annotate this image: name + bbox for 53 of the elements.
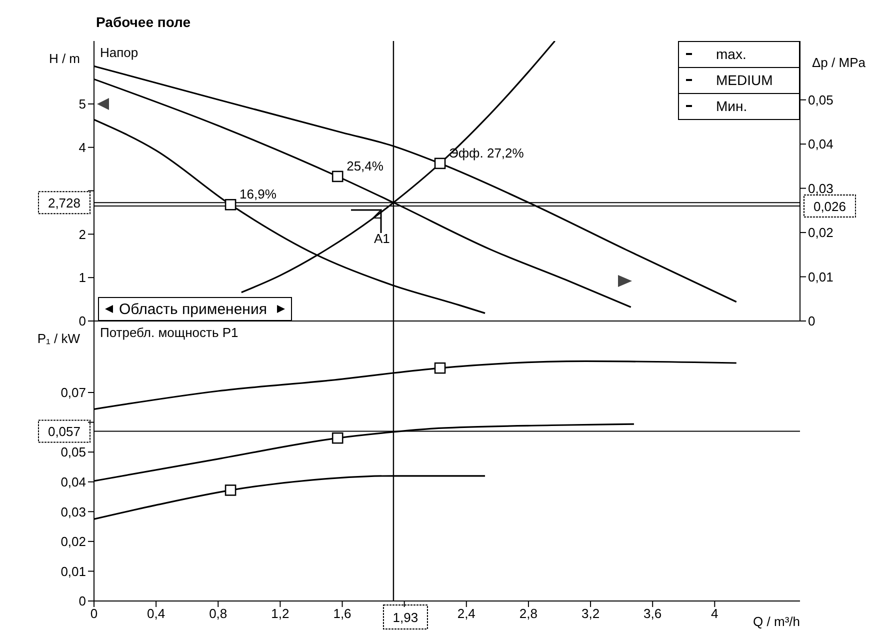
y2-tick-label: 0,03 [808, 180, 834, 196]
y-tick-label: 0,01 [60, 564, 86, 579]
y2-tick-label: 0,01 [808, 269, 834, 284]
chart-subtitle: Напор [100, 45, 138, 60]
y-axis-title: H / m [48, 51, 80, 66]
x-tick-label: 3,2 [581, 606, 600, 622]
x-tick-label: 4 [711, 606, 718, 622]
ref-line-label: 1,93 [392, 610, 418, 625]
annotation: Область применения [98, 297, 292, 321]
y2-tick-label: 0,05 [808, 92, 834, 108]
x-tick-label: 1,6 [333, 606, 352, 622]
annotation: A1 [374, 231, 390, 246]
x-tick-label: 0,4 [147, 606, 166, 622]
x-tick-label: 2,8 [519, 606, 538, 622]
point [434, 158, 446, 170]
y-tick-label: 0,05 [60, 444, 86, 460]
y-tick-label: 0,07 [60, 385, 86, 400]
point [332, 432, 344, 444]
x-tick-label: 2,4 [457, 606, 476, 622]
x-tick-label: 0 [90, 606, 98, 622]
ref-line-label: 0,026 [813, 198, 846, 214]
y2-tick-label: 0 [808, 314, 816, 329]
x-tick-label: 1,2 [271, 606, 290, 622]
y-tick-label: 0,03 [60, 504, 86, 520]
y-tick-label: 0 [78, 314, 86, 329]
annotation: Эфф. 27,2% [449, 145, 524, 160]
legend-label: max. [678, 41, 800, 67]
point [332, 170, 344, 182]
y2-tick-label: 0,02 [808, 225, 834, 240]
chart-title: Рабочее поле [96, 14, 191, 30]
y-tick-label: 1 [78, 270, 86, 286]
y-axis-title: P₁ / kW [37, 331, 81, 346]
legend-label: Мин. [678, 93, 800, 119]
legend-label: MEDIUM [678, 67, 800, 93]
annotation: 25,4% [346, 158, 384, 174]
y-tick-label: 2 [78, 226, 86, 242]
y2-axis-title: Δp / MPa [812, 55, 866, 70]
x-axis-title: Q / m³/h [753, 614, 800, 629]
y2-tick-label: 0,04 [808, 136, 834, 152]
y-tick-label: 0 [78, 594, 86, 609]
x-tick-label: 3,6 [644, 606, 662, 622]
y-tick-label: 0,04 [60, 474, 86, 490]
y-tick-label: 4 [78, 140, 86, 155]
ref-line-label: 2,728 [48, 196, 81, 211]
point [434, 362, 446, 374]
ref-line-label: 0,057 [48, 424, 81, 440]
y-tick-label: 0,02 [60, 534, 86, 550]
y-tick-label: 5 [78, 96, 86, 112]
chart-subtitle: Потребл. мощность P1 [100, 325, 238, 340]
point [224, 199, 236, 210]
x-tick-label: 0,8 [209, 606, 228, 622]
point [224, 484, 236, 496]
annotation: 16,9% [240, 186, 277, 202]
